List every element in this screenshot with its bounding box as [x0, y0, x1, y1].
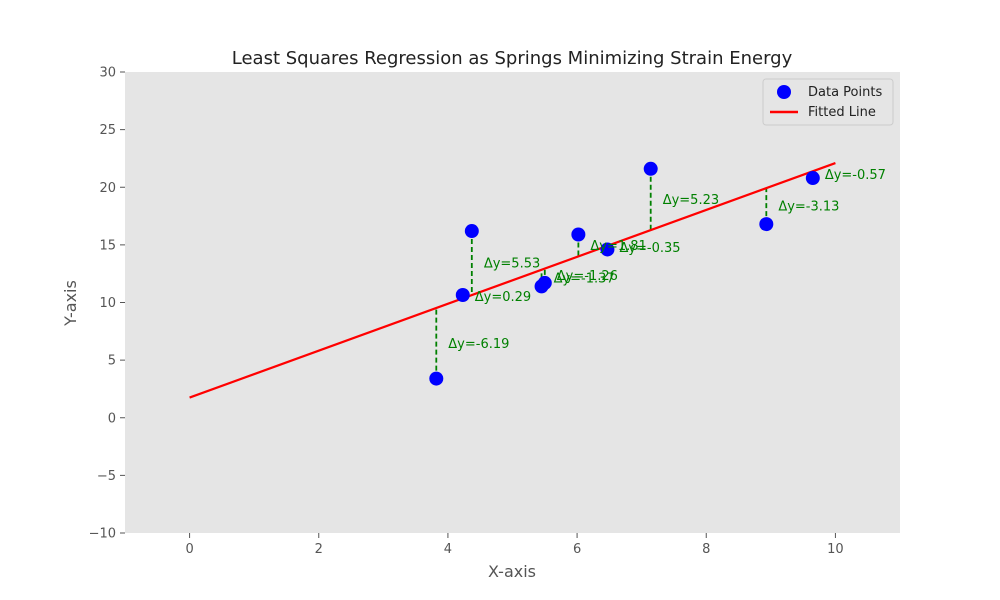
- delta-label: Δy=-0.35: [619, 241, 680, 256]
- y-tick-label: 25: [99, 123, 116, 138]
- fitted-line: [189, 162, 836, 399]
- x-tick-label: 0: [185, 542, 193, 557]
- delta-label: Δy=5.53: [484, 257, 540, 272]
- data-point: [600, 242, 615, 257]
- legend-point-marker: [777, 85, 791, 99]
- delta-label: Δy=-1.26: [557, 269, 618, 284]
- y-tick-label: −10: [89, 527, 116, 542]
- legend-label-fitted-line: Fitted Line: [808, 105, 876, 120]
- x-tick-label: 8: [702, 542, 710, 557]
- y-tick-label: 20: [99, 181, 116, 196]
- data-point: [571, 227, 586, 242]
- legend-label-data-points: Data Points: [808, 85, 882, 100]
- fitted-line-group: [189, 162, 836, 399]
- data-points: [429, 161, 820, 386]
- data-point: [805, 171, 820, 186]
- delta-label: Δy=0.29: [475, 290, 531, 305]
- data-point: [464, 224, 479, 239]
- delta-label: Δy=-0.57: [825, 168, 886, 183]
- data-point: [537, 275, 552, 290]
- chart-title: Least Squares Regression as Springs Mini…: [232, 48, 793, 69]
- y-axis-label: Y-axis: [61, 280, 80, 327]
- data-point: [759, 217, 774, 232]
- x-tick-label: 6: [573, 542, 581, 557]
- y-tick-label: −5: [97, 469, 116, 484]
- data-point: [643, 161, 658, 176]
- delta-label: Δy=5.23: [663, 193, 719, 208]
- x-tick-label: 4: [444, 542, 452, 557]
- x-tick-label: 10: [827, 542, 844, 557]
- delta-labels: Δy=-6.19Δy=0.29Δy=5.53Δy=-1.37Δy=-1.26Δy…: [448, 168, 886, 352]
- y-tick-label: 30: [99, 66, 116, 81]
- y-tick-label: 0: [108, 411, 116, 426]
- x-axis-ticks: 0 2 4 6 8 10: [185, 533, 844, 557]
- y-tick-label: 15: [99, 238, 116, 253]
- data-point: [455, 288, 470, 303]
- delta-label: Δy=1.81: [590, 239, 646, 254]
- plot-area: [125, 72, 900, 533]
- x-tick-label: 2: [315, 542, 323, 557]
- delta-label: Δy=-6.19: [448, 337, 509, 352]
- data-point: [429, 371, 444, 386]
- y-axis-ticks: −10 −5 0 5 10 15 20 25 30: [89, 66, 125, 542]
- y-tick-label: 5: [108, 354, 116, 369]
- legend: Data Points Fitted Line: [762, 78, 894, 126]
- y-tick-label: 10: [99, 296, 116, 311]
- x-axis-label: X-axis: [488, 562, 536, 581]
- legend-box: [762, 78, 894, 126]
- delta-label: Δy=-1.37: [554, 272, 615, 287]
- delta-label: Δy=-3.13: [778, 200, 839, 215]
